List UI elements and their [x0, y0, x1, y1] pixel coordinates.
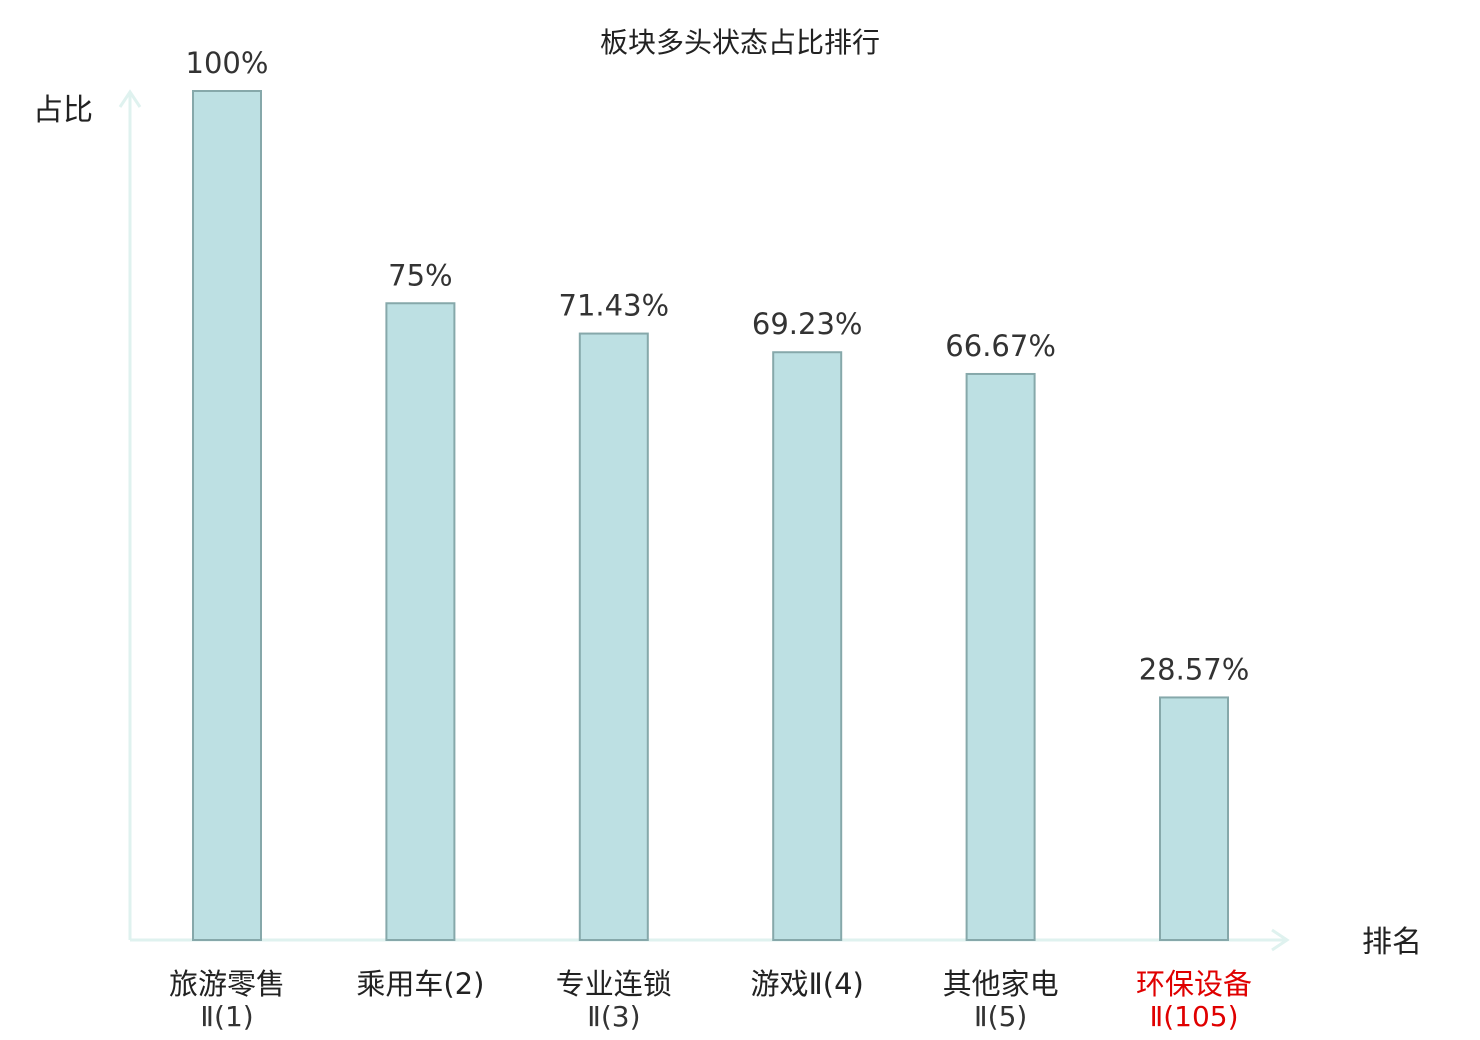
bar-1	[192, 90, 262, 941]
bar-5	[965, 372, 1036, 942]
category-label-2: 乘用车(2)	[356, 967, 484, 1001]
value-label-2: 75%	[388, 258, 452, 292]
category-label-4: 游戏Ⅱ(4)	[751, 967, 864, 1001]
bar-2	[385, 302, 456, 941]
chart-title: 板块多头状态占比排行	[600, 26, 880, 59]
category-label-1: 旅游零售	[169, 967, 285, 1001]
category-rank-3: Ⅱ(3)	[587, 1000, 640, 1033]
bar-6	[1159, 696, 1229, 941]
value-label-4: 69.23%	[752, 307, 863, 341]
category-label-3: 专业连锁	[556, 967, 672, 1001]
category-rank-6: Ⅱ(105)	[1149, 1000, 1238, 1033]
axes	[118, 89, 1290, 952]
bar-3	[578, 332, 649, 941]
y-axis-label: 占比	[33, 93, 93, 128]
category-rank-1: Ⅱ(1)	[200, 1000, 253, 1033]
value-label-6: 28.57%	[1139, 652, 1250, 686]
value-label-3: 71.43%	[559, 289, 670, 323]
value-label-5: 66.67%	[945, 329, 1056, 363]
x-axis-arrow	[1271, 928, 1290, 952]
x-axis-label: 排名	[1362, 925, 1422, 960]
category-label-5: 其他家电	[943, 967, 1059, 1001]
value-labels: 100% 75% 71.43% 69.23% 66.67% 28.57%	[186, 46, 1250, 686]
bar-4	[772, 351, 843, 941]
y-axis-arrow	[118, 89, 142, 108]
value-label-1: 100%	[186, 46, 269, 80]
category-rank-5: Ⅱ(5)	[974, 1000, 1027, 1033]
category-label-6: 环保设备	[1136, 967, 1252, 1001]
bars	[192, 90, 1229, 942]
